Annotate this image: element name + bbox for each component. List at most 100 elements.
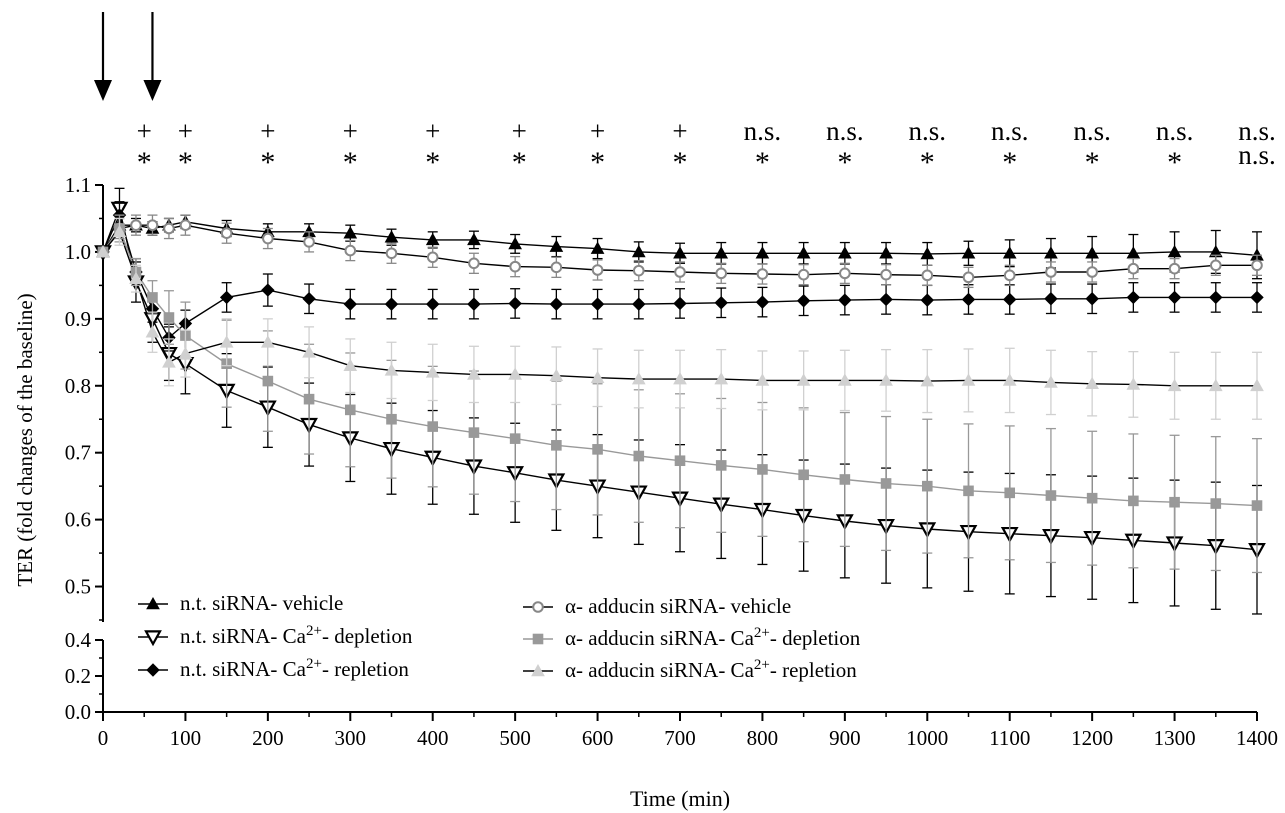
y-tick-label: 0.9 xyxy=(65,307,91,331)
data-point xyxy=(302,292,316,306)
x-tick-label: 1000 xyxy=(906,726,948,750)
data-point xyxy=(715,267,728,280)
significance-mark: n.s. xyxy=(1156,116,1194,146)
data-point xyxy=(879,292,893,307)
data-point xyxy=(797,268,810,281)
data-point xyxy=(962,271,975,284)
significance-mark: + xyxy=(137,116,152,146)
y-tick-label: 0.4 xyxy=(65,628,92,652)
data-point xyxy=(303,393,315,405)
significance-mark: * xyxy=(837,146,852,179)
data-point xyxy=(1004,487,1016,499)
data-point xyxy=(343,297,357,311)
data-point xyxy=(1209,259,1222,272)
data-point xyxy=(798,469,809,481)
significance-mark: + xyxy=(425,116,440,146)
data-point xyxy=(145,325,160,338)
y-tick-label: 0.5 xyxy=(65,575,91,599)
data-point xyxy=(1167,290,1182,305)
series-marks xyxy=(94,187,1266,615)
data-point xyxy=(1003,269,1016,282)
x-tick-label: 800 xyxy=(747,726,779,750)
legend-item: n.t. siRNA- Ca2+- repletion xyxy=(138,656,409,681)
data-point xyxy=(1002,246,1017,259)
data-point xyxy=(1002,373,1017,386)
significance-mark: * xyxy=(1002,146,1017,179)
significance-mark: n.s. xyxy=(991,116,1029,146)
significance-mark: * xyxy=(343,146,358,179)
data-point xyxy=(468,427,480,438)
data-point xyxy=(302,345,316,358)
data-point xyxy=(1250,290,1264,305)
data-point xyxy=(261,335,275,348)
data-point xyxy=(714,246,729,259)
data-point xyxy=(467,297,481,311)
significance-mark: * xyxy=(260,146,275,179)
y-tick-label: 0.8 xyxy=(65,374,91,398)
data-point xyxy=(261,283,275,297)
x-tick-label: 400 xyxy=(417,726,449,750)
data-point xyxy=(549,368,564,382)
data-point xyxy=(385,247,398,260)
x-tick-label: 0 xyxy=(98,726,109,750)
legend-marker xyxy=(532,601,544,613)
x-tick-label: 100 xyxy=(170,726,202,750)
data-point xyxy=(425,232,440,246)
data-point xyxy=(219,335,234,348)
series-line xyxy=(102,230,1257,387)
legend-marker xyxy=(531,663,545,677)
data-point xyxy=(147,292,158,303)
x-tick-label: 1200 xyxy=(1071,726,1113,750)
x-tick-label: 200 xyxy=(252,726,284,750)
data-point xyxy=(467,367,481,380)
x-tick-label: 1300 xyxy=(1154,726,1196,750)
data-point xyxy=(112,224,127,238)
significance-mark: * xyxy=(425,146,440,179)
data-point xyxy=(755,246,770,259)
data-point xyxy=(839,267,851,280)
x-tick-label: 700 xyxy=(664,726,696,750)
data-point xyxy=(468,257,480,270)
y-tick-label: 1.1 xyxy=(65,173,91,197)
annotations: + + + + + + + + n.s. n.s. n.s. n.s. n.s. n.s. n.s.* * * *… xyxy=(94,12,1276,179)
y-tick-label: 0.2 xyxy=(65,664,91,688)
data-point xyxy=(632,264,645,277)
data-point xyxy=(163,222,175,235)
data-point xyxy=(963,485,974,497)
series-5 xyxy=(96,217,1264,420)
data-point xyxy=(426,251,439,264)
data-point xyxy=(96,244,110,258)
data-point xyxy=(1044,375,1058,388)
data-point xyxy=(551,440,562,451)
y-axis-label: TER (fold changes of the baseline) xyxy=(13,293,37,586)
data-point xyxy=(1044,246,1058,259)
data-point xyxy=(1128,495,1139,507)
data-point xyxy=(386,413,397,425)
data-point xyxy=(550,261,563,274)
arrow-head xyxy=(94,80,112,101)
data-point xyxy=(839,474,851,485)
data-point xyxy=(796,246,811,259)
data-point xyxy=(508,296,522,311)
significance-mark: * xyxy=(512,146,527,179)
data-point xyxy=(178,346,193,359)
data-point xyxy=(1085,246,1099,259)
significance-mark: n.s. xyxy=(1073,116,1111,146)
data-point xyxy=(146,219,159,231)
data-point xyxy=(344,404,356,416)
data-point xyxy=(1251,500,1263,511)
data-point xyxy=(1167,244,1182,258)
data-point xyxy=(384,363,399,376)
data-point xyxy=(262,375,274,387)
y-tick-label: 0.7 xyxy=(65,441,91,465)
data-point xyxy=(508,367,522,380)
data-point xyxy=(592,444,603,455)
legend-marker xyxy=(532,633,544,645)
series-2 xyxy=(96,201,1264,352)
data-point xyxy=(1045,490,1057,501)
data-point xyxy=(755,295,770,309)
data-point xyxy=(879,246,893,259)
data-point xyxy=(633,450,645,462)
legend-label: α- adducin siRNA- Ca2+- repletion xyxy=(565,657,857,682)
legend-label: n.t. siRNA- Ca2+- depletion xyxy=(180,623,413,648)
